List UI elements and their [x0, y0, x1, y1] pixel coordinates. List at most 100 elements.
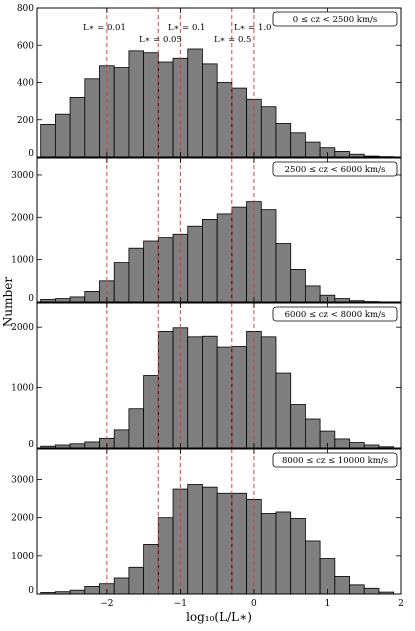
histogram-bar [84, 585, 100, 595]
panel-frame [36, 448, 402, 595]
y-tick-label: 3000 [11, 476, 34, 486]
histogram-bar [202, 335, 218, 449]
histogram-bar [260, 209, 277, 303]
histogram-bar [349, 584, 365, 595]
y-tick-label: 200 [17, 116, 34, 126]
histogram-bar [113, 429, 130, 449]
histogram-bar [319, 558, 336, 595]
histogram-bar [260, 513, 277, 595]
histogram-bar [216, 492, 233, 595]
histogram-bar [304, 285, 321, 303]
y-tick-label: 0 [28, 440, 34, 450]
panel-frame [36, 302, 402, 449]
histogram-bar [143, 52, 159, 158]
x-tick-label: −1 [174, 599, 187, 609]
y-axis-title: Number [1, 277, 15, 327]
y-tick-label: 3000 [11, 171, 34, 181]
histogram-bar [231, 87, 247, 158]
y-tick-label: 600 [17, 41, 34, 51]
x-tick-label: 0 [251, 599, 257, 609]
reference-line-label: L∗ = 1.0 [234, 23, 271, 33]
histogram-bar [334, 576, 350, 595]
histogram-bar [69, 296, 86, 303]
histogram-bar [275, 123, 292, 158]
panel-label: 0 ≤ cz < 2500 km/s [293, 15, 377, 25]
panel-frame [36, 157, 402, 303]
histogram-bar [290, 132, 306, 158]
histogram-bar [143, 375, 159, 449]
histogram-bar [113, 67, 130, 158]
y-tick-label: 0 [28, 149, 34, 159]
reference-line-label: L∗ = 0.5 [214, 35, 251, 45]
histogram-bar [349, 442, 365, 449]
histogram-bar [231, 346, 247, 449]
histogram-bar [231, 492, 247, 595]
histogram-bar [202, 63, 218, 158]
x-tick-label: 2 [398, 599, 404, 609]
histogram-bar [334, 151, 350, 158]
histogram-bar [187, 336, 203, 449]
histogram-bar [275, 511, 292, 595]
histogram-bar [54, 113, 71, 158]
panel-label-box [272, 306, 398, 322]
x-axis-title: log₁₀(L/L∗) [186, 610, 252, 624]
histogram-bar [54, 298, 71, 303]
histogram-bar [202, 486, 218, 595]
reference-line-label: L∗ = 0.1 [168, 23, 205, 33]
y-tick-label: 0 [28, 294, 34, 304]
y-tick-label: 2000 [11, 514, 34, 524]
histogram-bar [216, 213, 233, 303]
histogram-bar [260, 106, 277, 158]
y-tick-label: 1000 [11, 552, 34, 562]
histogram-bar [84, 441, 100, 449]
histogram-bar [187, 48, 203, 158]
histogram-bar [187, 225, 203, 303]
panel-label: 6000 ≤ cz < 8000 km/s [285, 310, 386, 320]
histogram-bar [157, 237, 174, 303]
histogram-bar [69, 589, 86, 595]
panel-label-box [272, 161, 398, 177]
histogram-bar [128, 566, 145, 595]
histogram-bar [216, 82, 233, 158]
histogram-bar [304, 418, 321, 449]
histogram-bar [275, 372, 292, 449]
y-tick-label: 2000 [11, 323, 34, 333]
panel-label: 2500 ≤ cz < 6000 km/s [285, 165, 386, 175]
histogram-bar [216, 346, 233, 449]
panel-label: 8000 ≤ cz ≤ 10000 km/s [282, 456, 388, 466]
histogram-bar [304, 540, 321, 595]
reference-line-label: L∗ = 0.01 [83, 23, 126, 33]
histogram-bar [69, 443, 86, 449]
y-tick-label: 2000 [11, 213, 34, 223]
panel-label-box [272, 11, 398, 27]
histogram-bar [84, 78, 100, 158]
histogram-bar [157, 330, 174, 449]
histogram-bar [334, 438, 350, 449]
histogram-bar [304, 141, 321, 158]
histogram-bar [290, 518, 306, 595]
histogram-bar [40, 124, 56, 158]
histogram-bar [128, 247, 145, 303]
y-tick-label: 1000 [11, 256, 34, 266]
histogram-bar [128, 408, 145, 449]
histogram-bar [290, 268, 306, 303]
histogram-bar [157, 61, 174, 158]
histogram-bar [363, 587, 380, 595]
y-tick-label: 0 [28, 586, 34, 596]
histogram-bar [275, 243, 292, 303]
x-tick-label: 1 [325, 599, 331, 609]
histogram-bar [157, 517, 174, 595]
y-tick-label: 800 [17, 4, 34, 14]
reference-line-label: L∗ = 0.05 [139, 35, 182, 45]
histogram-bar [113, 577, 130, 595]
y-tick-label: 400 [17, 79, 34, 89]
histogram-bar [334, 298, 350, 303]
x-tick-label: −2 [100, 599, 113, 609]
histogram-bar [143, 543, 159, 595]
histogram-bar [260, 336, 277, 449]
histogram-bar [113, 262, 130, 303]
histogram-bar [202, 219, 218, 303]
histogram-bar [143, 240, 159, 303]
histogram-bar [84, 291, 100, 303]
